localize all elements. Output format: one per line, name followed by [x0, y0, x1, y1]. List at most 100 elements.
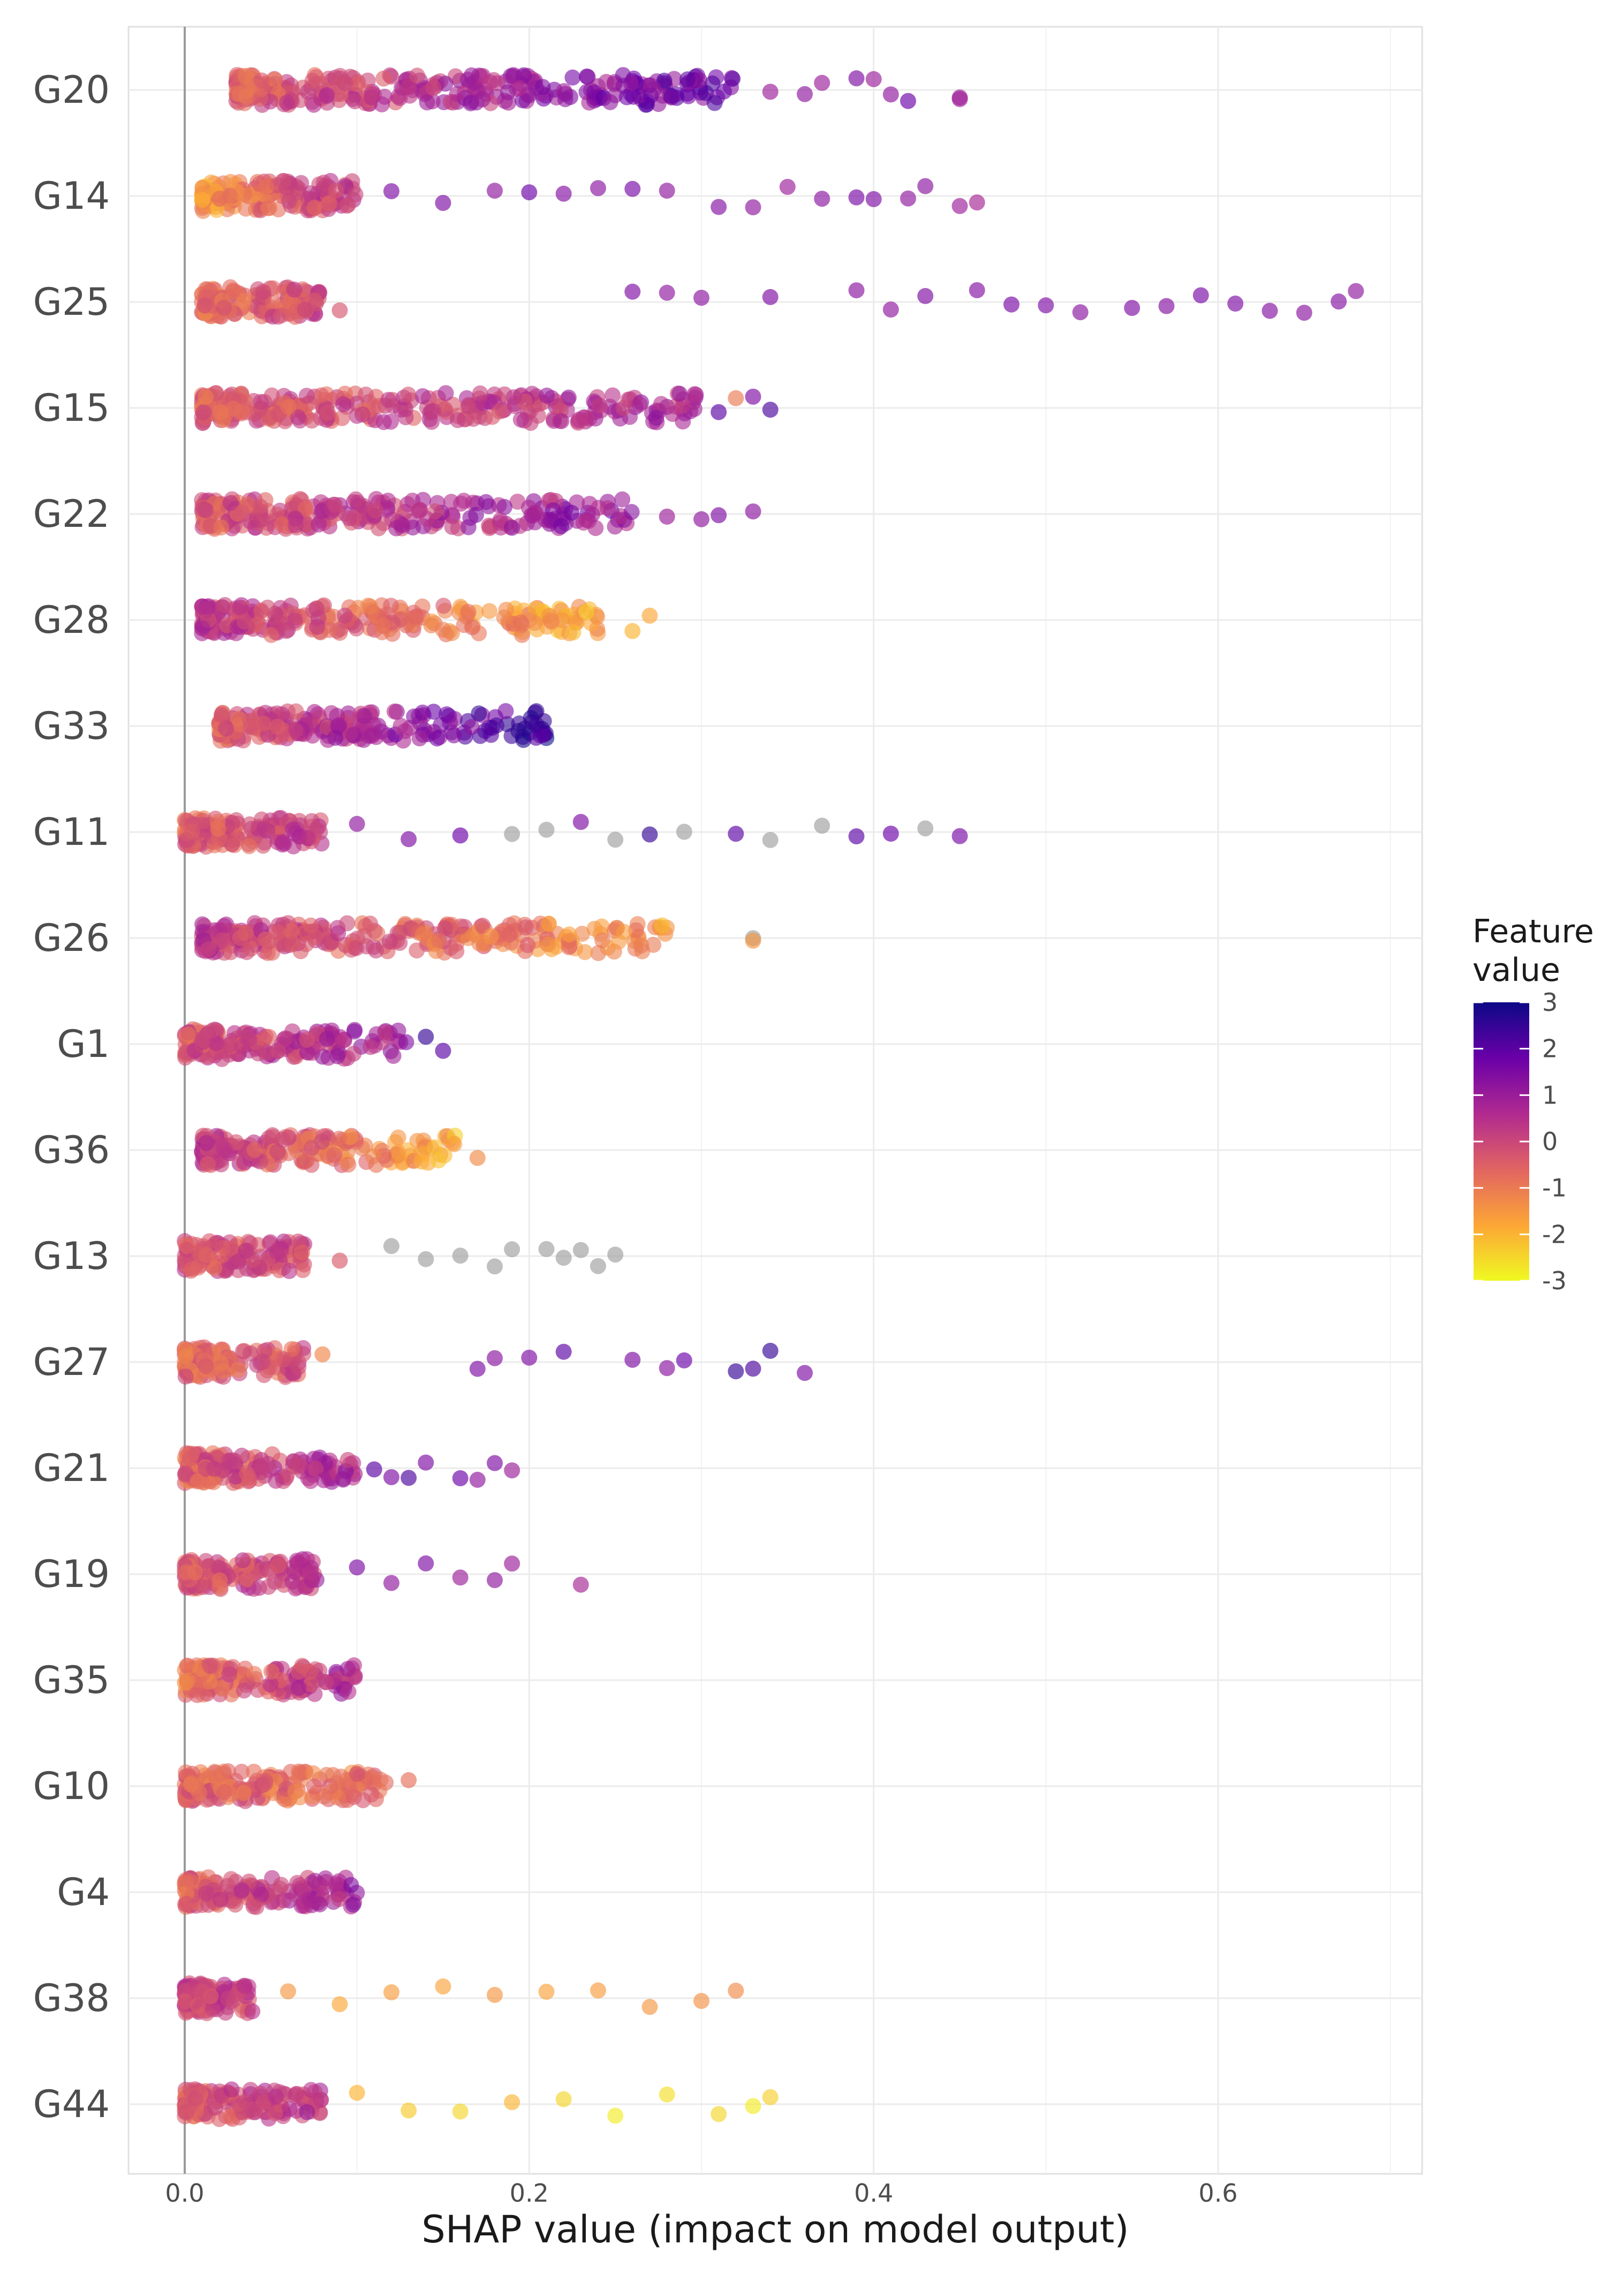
- shap-point: [356, 708, 373, 724]
- shap-point: [190, 1997, 206, 2014]
- shap-point: [624, 623, 641, 639]
- shap-point: [206, 1260, 223, 1276]
- shap-point: [590, 180, 606, 196]
- shap-point: [346, 728, 362, 744]
- shap-point: [288, 517, 304, 534]
- shap-point: [285, 1453, 301, 1470]
- feature-label-G26: G26: [33, 916, 110, 960]
- shap-point: [275, 834, 291, 850]
- legend-tick-label: -3: [1542, 1266, 1567, 1295]
- shap-point: [624, 1351, 641, 1368]
- shap-point: [659, 284, 675, 301]
- shap-point: [1296, 305, 1312, 321]
- shap-point: [492, 512, 509, 528]
- series-G15: [194, 385, 779, 431]
- shap-point: [309, 618, 326, 635]
- shap-point: [184, 1261, 201, 1277]
- legend-tick-label: 1: [1542, 1080, 1558, 1109]
- shap-point: [594, 932, 611, 949]
- shap-point: [216, 1784, 233, 1801]
- shap-point: [184, 1446, 200, 1462]
- feature-label-G15: G15: [33, 386, 110, 430]
- shap-point: [233, 1038, 250, 1055]
- shap-point: [354, 406, 371, 422]
- shap-point: [338, 198, 355, 214]
- shap-point: [449, 86, 465, 102]
- shap-point: [745, 2098, 761, 2114]
- shap-point: [616, 924, 632, 940]
- shap-point: [186, 1779, 202, 1795]
- shap-point: [413, 1153, 430, 1170]
- shap-point: [340, 1157, 357, 1173]
- shap-point: [487, 1986, 503, 2003]
- points-layer: [177, 67, 1364, 2127]
- series-G22: [194, 491, 761, 537]
- shap-point: [315, 175, 332, 191]
- shap-point: [917, 288, 934, 304]
- shap-point: [521, 1349, 538, 1366]
- shap-point: [711, 2106, 727, 2122]
- shap-point: [917, 178, 934, 194]
- shap-point: [553, 413, 570, 429]
- shap-point: [624, 283, 641, 300]
- shap-point: [377, 1024, 394, 1040]
- shap-point: [301, 1891, 318, 1908]
- shap-point: [287, 1783, 304, 1800]
- shap-point: [337, 607, 353, 624]
- shap-point: [239, 1465, 255, 1482]
- shap-point: [275, 1892, 292, 1909]
- shap-point: [216, 918, 232, 934]
- shap-point: [198, 602, 214, 618]
- shap-point: [195, 404, 212, 421]
- shap-point: [197, 297, 213, 314]
- shap-point: [221, 187, 238, 204]
- shap-point: [900, 190, 916, 207]
- shap-point: [779, 179, 796, 195]
- legend-tick-label: -1: [1542, 1174, 1567, 1203]
- shap-point: [366, 1461, 382, 1478]
- shap-point: [444, 519, 460, 535]
- labels-layer: G20 G14 G25 G15 G22 G28 G33 G11 G26 G1 G36 G13 G27 G2…: [33, 68, 1238, 2208]
- shap-point: [236, 613, 253, 630]
- shap-point: [232, 930, 248, 946]
- shap-point: [390, 1129, 406, 1146]
- shap-point: [343, 1877, 359, 1893]
- shap-point: [459, 72, 476, 88]
- series-G20: [228, 67, 968, 113]
- shap-point: [456, 493, 472, 509]
- shap-point: [425, 79, 442, 96]
- shap-point: [386, 703, 403, 720]
- shap-point: [540, 936, 557, 953]
- shap-point: [539, 387, 555, 404]
- shap-point: [390, 1022, 406, 1039]
- shap-point: [314, 1346, 331, 1363]
- shap-point: [555, 1343, 572, 1360]
- legend-title-line1: Feature: [1472, 913, 1594, 950]
- shap-point: [246, 1666, 262, 1682]
- shap-point: [272, 615, 289, 632]
- shap-point: [607, 832, 624, 848]
- shap-point: [435, 195, 451, 211]
- shap-point: [331, 302, 348, 319]
- feature-label-G11: G11: [33, 810, 110, 854]
- shap-point: [269, 1244, 285, 1260]
- shap-point: [349, 76, 366, 92]
- shap-point: [198, 1358, 214, 1374]
- shap-point: [206, 1474, 222, 1491]
- shap-point: [261, 1029, 277, 1045]
- shap-point: [233, 505, 250, 522]
- shap-point: [280, 398, 297, 415]
- shap-point: [214, 932, 231, 948]
- shap-point: [232, 599, 248, 616]
- shap-point: [375, 70, 392, 87]
- shap-point: [280, 1983, 296, 2000]
- shap-point: [236, 1977, 253, 1994]
- shap-point: [368, 1157, 384, 1173]
- shap-point: [641, 607, 658, 624]
- shap-point: [198, 943, 214, 959]
- shap-point: [704, 75, 721, 92]
- shap-point: [383, 1469, 399, 1485]
- shap-point: [281, 2100, 298, 2117]
- series-G13: [177, 1233, 624, 1279]
